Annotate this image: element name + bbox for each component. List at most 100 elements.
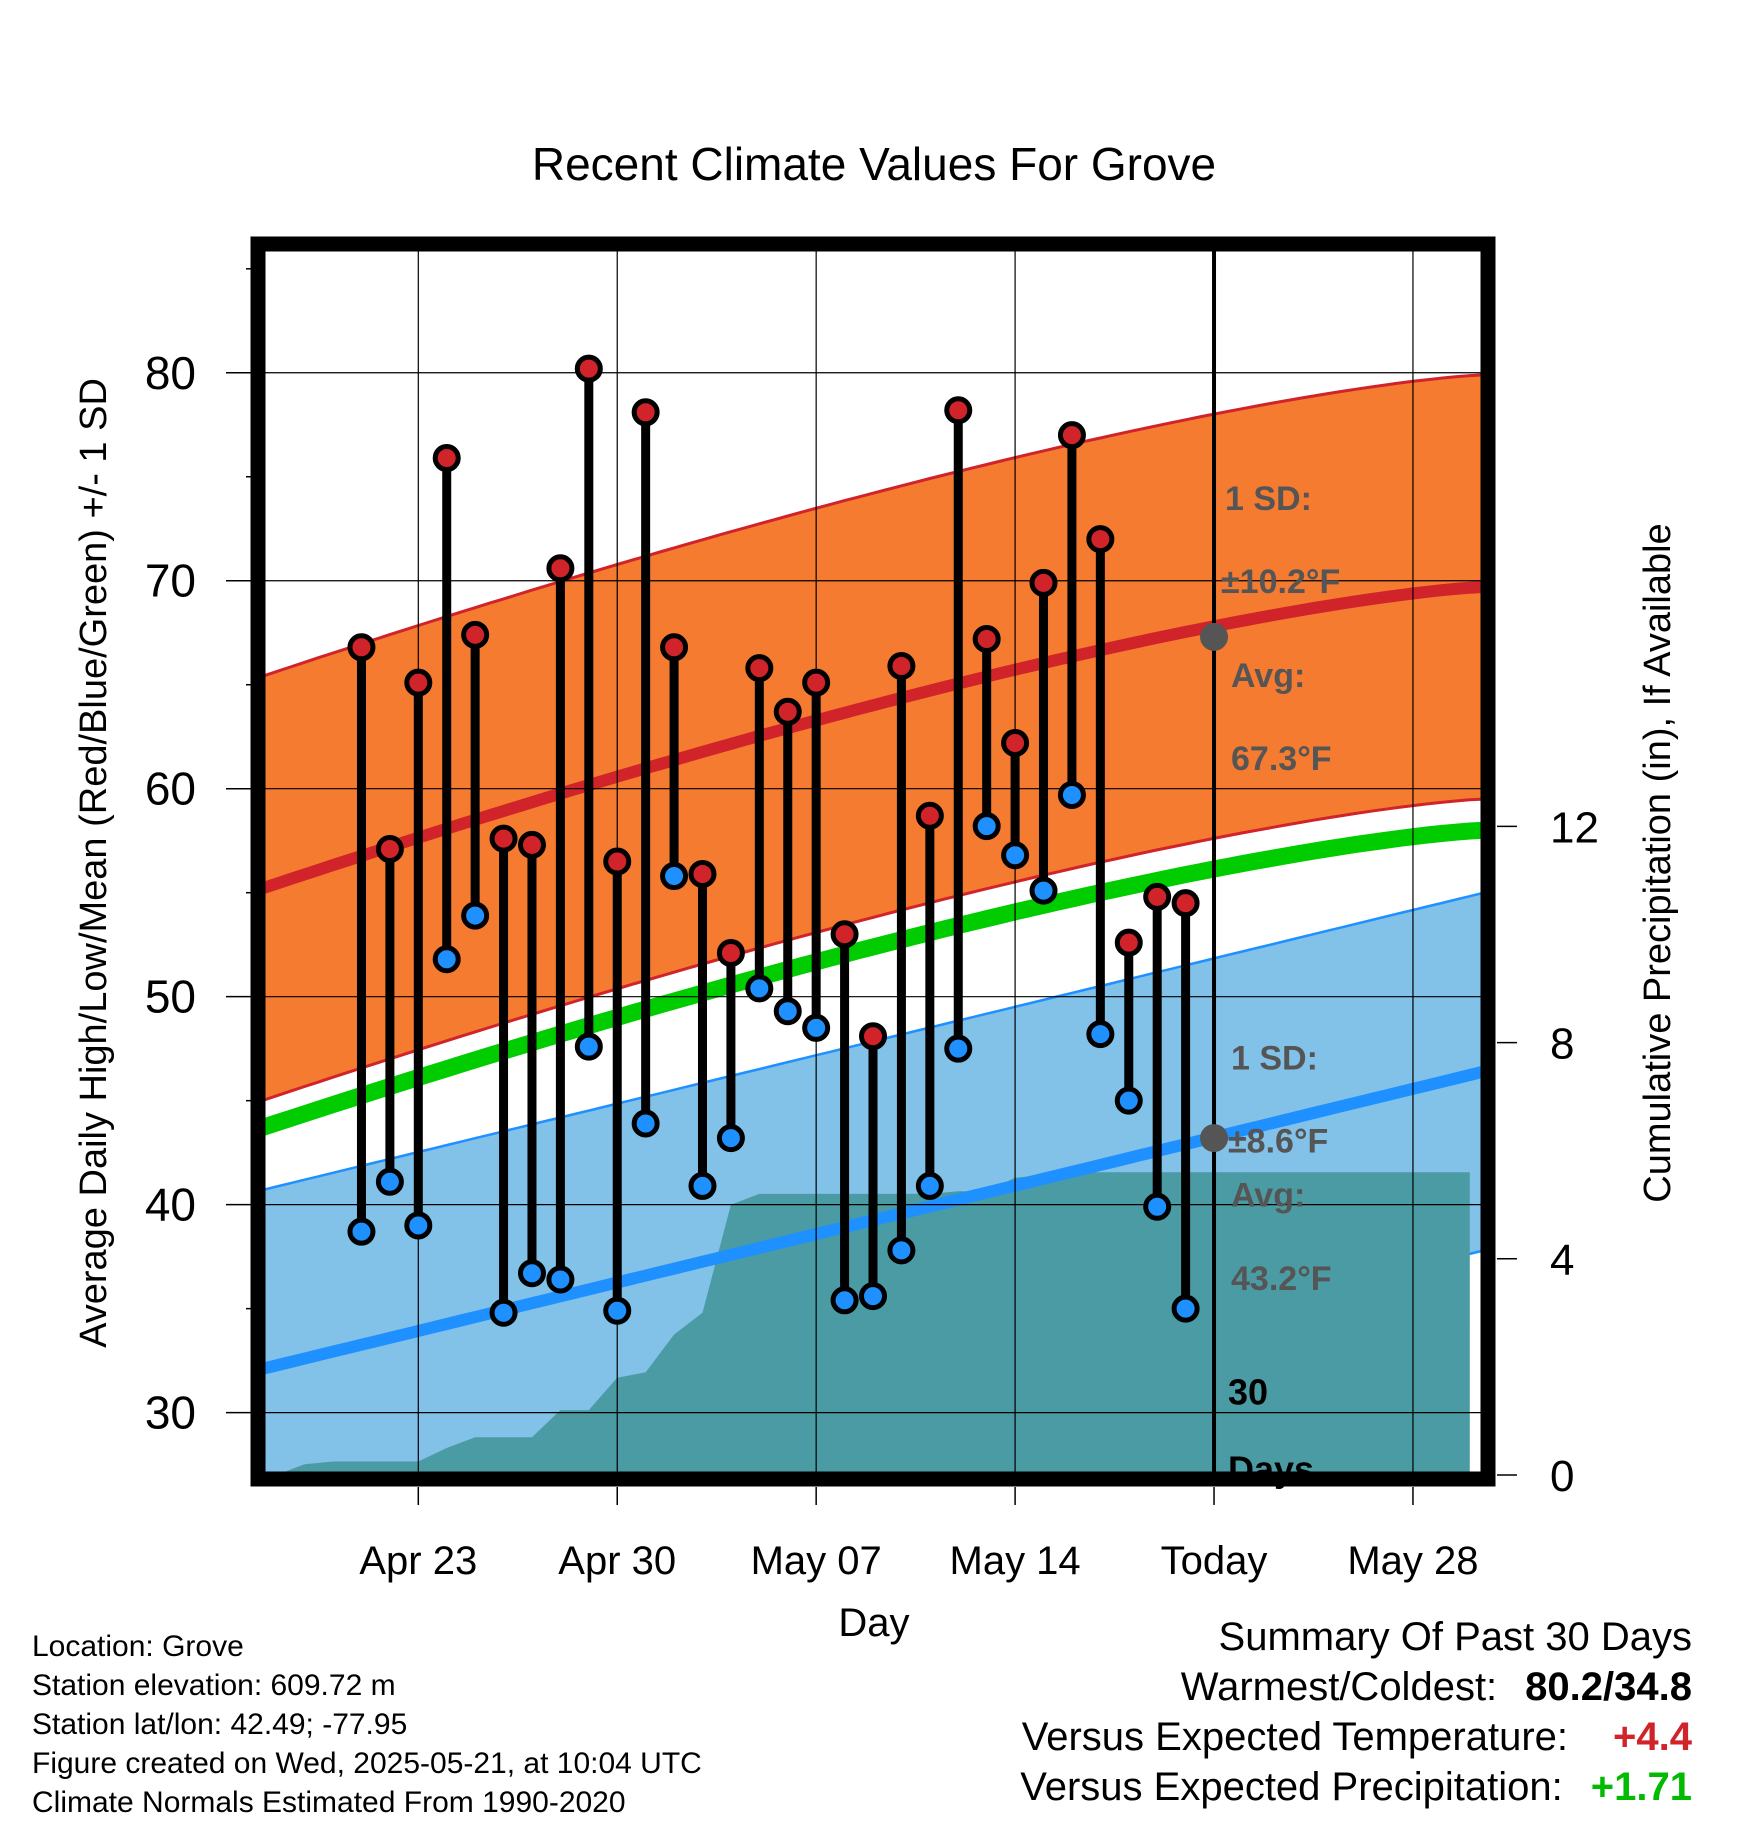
warm-cold-value: 80.2/34.8 (1525, 1665, 1692, 1709)
low-point (603, 1296, 632, 1325)
low-avg-value: 43.2°F (1231, 1260, 1332, 1298)
low-avg-marker (1200, 1124, 1229, 1153)
y2-axis-label: Cumulative Precipitation (in), If Availa… (1637, 523, 1679, 1202)
precip-value: +1.71 (1590, 1765, 1692, 1809)
summary-precip: Versus Expected Precipitation: +1.71 (1020, 1762, 1692, 1812)
high-point (915, 801, 944, 830)
low-point (461, 901, 490, 930)
location-text: Location: Grove (32, 1630, 244, 1663)
temp-label: Versus Expected Temperature: (1021, 1715, 1568, 1759)
low-point (1057, 780, 1086, 809)
high-point (745, 654, 774, 683)
low-point (716, 1124, 745, 1153)
high-point (660, 633, 689, 662)
warm-cold-label: Warmest/Coldest: (1180, 1665, 1498, 1709)
precip-area (276, 1172, 1470, 1475)
x-axis-label: Day (838, 1601, 909, 1645)
low-point (972, 812, 1001, 841)
high-point (1001, 728, 1030, 757)
high-point (802, 668, 831, 697)
low-point (375, 1167, 404, 1196)
low-point (1001, 841, 1030, 870)
x-tick-label: May 28 (1347, 1539, 1478, 1583)
y-tick-label: 50 (145, 971, 196, 1023)
low-point (404, 1211, 433, 1240)
created-text: Figure created on Wed, 2025-05-21, at 10… (32, 1747, 702, 1780)
x-tick-label: May 07 (751, 1539, 882, 1583)
low-avg-label: Avg: (1231, 1177, 1305, 1215)
high-point (1143, 882, 1172, 911)
x-tick-label: Today (1161, 1539, 1268, 1583)
y2-tick-label: 12 (1550, 803, 1599, 852)
temp-value: +4.4 (1613, 1715, 1692, 1759)
low-point (517, 1259, 546, 1288)
low-point (802, 1013, 831, 1042)
high-point (461, 620, 490, 649)
high-point (1057, 421, 1086, 450)
summary-warm-cold: Warmest/Coldest: 80.2/34.8 (1020, 1662, 1692, 1712)
y-tick-label: 40 (145, 1179, 196, 1231)
low-point (944, 1034, 973, 1063)
high-point (603, 847, 632, 876)
high-sd-band (262, 373, 1484, 1103)
low-sd-label: 1 SD: (1231, 1039, 1318, 1077)
low-point (1029, 876, 1058, 905)
low-point (859, 1282, 887, 1311)
high-point (546, 554, 575, 583)
low-point (574, 1032, 603, 1061)
summary-title: Summary Of Past 30 Days (1218, 1615, 1692, 1659)
high-point (859, 1022, 887, 1051)
high-point (1114, 928, 1143, 957)
elevation-text: Station elevation: 609.72 m (32, 1669, 396, 1702)
y-tick-label: 80 (145, 347, 196, 399)
high-point (1086, 525, 1115, 554)
high-avg-value: 67.3°F (1231, 740, 1332, 778)
high-point (375, 835, 404, 864)
high-point (517, 830, 546, 859)
low-point (347, 1217, 376, 1246)
high-sd-value: ±10.2°F (1221, 563, 1340, 601)
normal-high-line (262, 581, 1484, 895)
low-point (546, 1265, 575, 1294)
high-point (944, 396, 973, 425)
precip-label: Versus Expected Precipitation: (1020, 1765, 1563, 1809)
x-tick-label: May 14 (950, 1539, 1081, 1583)
high-point (972, 624, 1001, 653)
high-point (688, 859, 717, 888)
low-point (745, 974, 774, 1003)
x-tick-label: Apr 23 (359, 1539, 477, 1583)
y2-tick-label: 4 (1550, 1236, 1574, 1285)
y-tick-label: 70 (145, 555, 196, 607)
low-point (1143, 1192, 1172, 1221)
low-point (1086, 1020, 1115, 1049)
y-tick-label: 60 (145, 763, 196, 815)
high-point (489, 824, 518, 853)
high-point (716, 939, 745, 968)
high-point (347, 633, 376, 662)
low-point (830, 1286, 859, 1315)
high-point (404, 668, 433, 697)
chart-title: Recent Climate Values For Grove (532, 138, 1216, 190)
high-point (887, 652, 916, 681)
high-point (1171, 889, 1200, 918)
days-label-number: 30 (1228, 1371, 1268, 1412)
y-axis-label: Average Daily High/Low/Mean (Red/Blue/Gr… (73, 378, 115, 1348)
plot-area: 1 SD: ±10.2°F Avg: 67.3°F 1 SD: ±8.6°F Avg: 43.… (145, 236, 1599, 1583)
summary-panel: Summary Of Past 30 Days Warmest/Coldest:… (1020, 1612, 1692, 1812)
plot-inner (262, 248, 1484, 1475)
high-point (1029, 568, 1058, 597)
high-point (830, 920, 859, 949)
high-avg-label: Avg: (1231, 657, 1305, 695)
high-point (631, 398, 660, 427)
low-point (773, 997, 802, 1026)
high-sd-label: 1 SD: (1225, 480, 1312, 518)
low-sd-value: ±8.6°F (1228, 1123, 1328, 1161)
x-tick-label: Apr 30 (558, 1539, 676, 1583)
low-point (688, 1171, 717, 1200)
low-point (631, 1109, 660, 1138)
high-avg-marker (1200, 622, 1229, 651)
high-point (432, 444, 461, 473)
low-point (432, 945, 461, 974)
low-point (1171, 1294, 1200, 1323)
